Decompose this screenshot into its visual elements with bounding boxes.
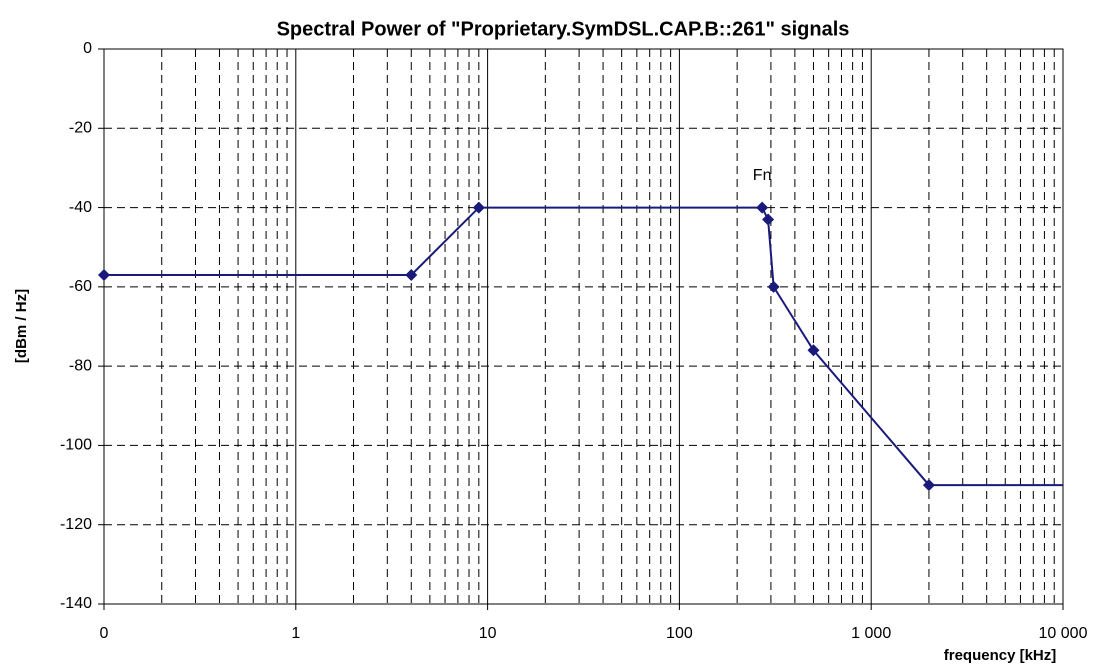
y-tick-label: -40 <box>69 199 92 216</box>
y-tick-label: -120 <box>60 516 92 533</box>
y-tick-label: -100 <box>60 437 92 454</box>
x-tick-label: 10 <box>479 625 497 642</box>
y-tick-label: 0 <box>83 40 92 57</box>
x-axis-label: frequency [kHz] <box>944 647 1057 664</box>
y-tick-label: -20 <box>69 120 92 137</box>
series-line <box>104 206 930 486</box>
annotation: Fn <box>753 167 772 184</box>
data-point <box>405 268 418 281</box>
data-point <box>98 268 110 281</box>
data-point <box>756 201 769 214</box>
x-tick-label: 10 000 <box>1039 625 1088 642</box>
x-tick-label: 100 <box>666 625 693 642</box>
data-point <box>472 201 485 214</box>
x-tick-label: 1 000 <box>851 625 891 642</box>
x-tick-label: 1 <box>291 625 300 642</box>
y-axis-label: [dBm / Hz] <box>13 289 30 363</box>
plot-frame <box>103 48 1064 605</box>
y-tick-label: -80 <box>69 357 92 374</box>
x-tick-label: 0 <box>100 625 109 642</box>
chart-title: Spectral Power of "Proprietary.SymDSL.CA… <box>277 18 850 40</box>
y-tick-label: -60 <box>69 278 92 295</box>
data-point <box>767 280 780 293</box>
data-point <box>807 344 820 357</box>
data-point <box>762 213 775 226</box>
y-tick-label: -140 <box>60 595 92 612</box>
